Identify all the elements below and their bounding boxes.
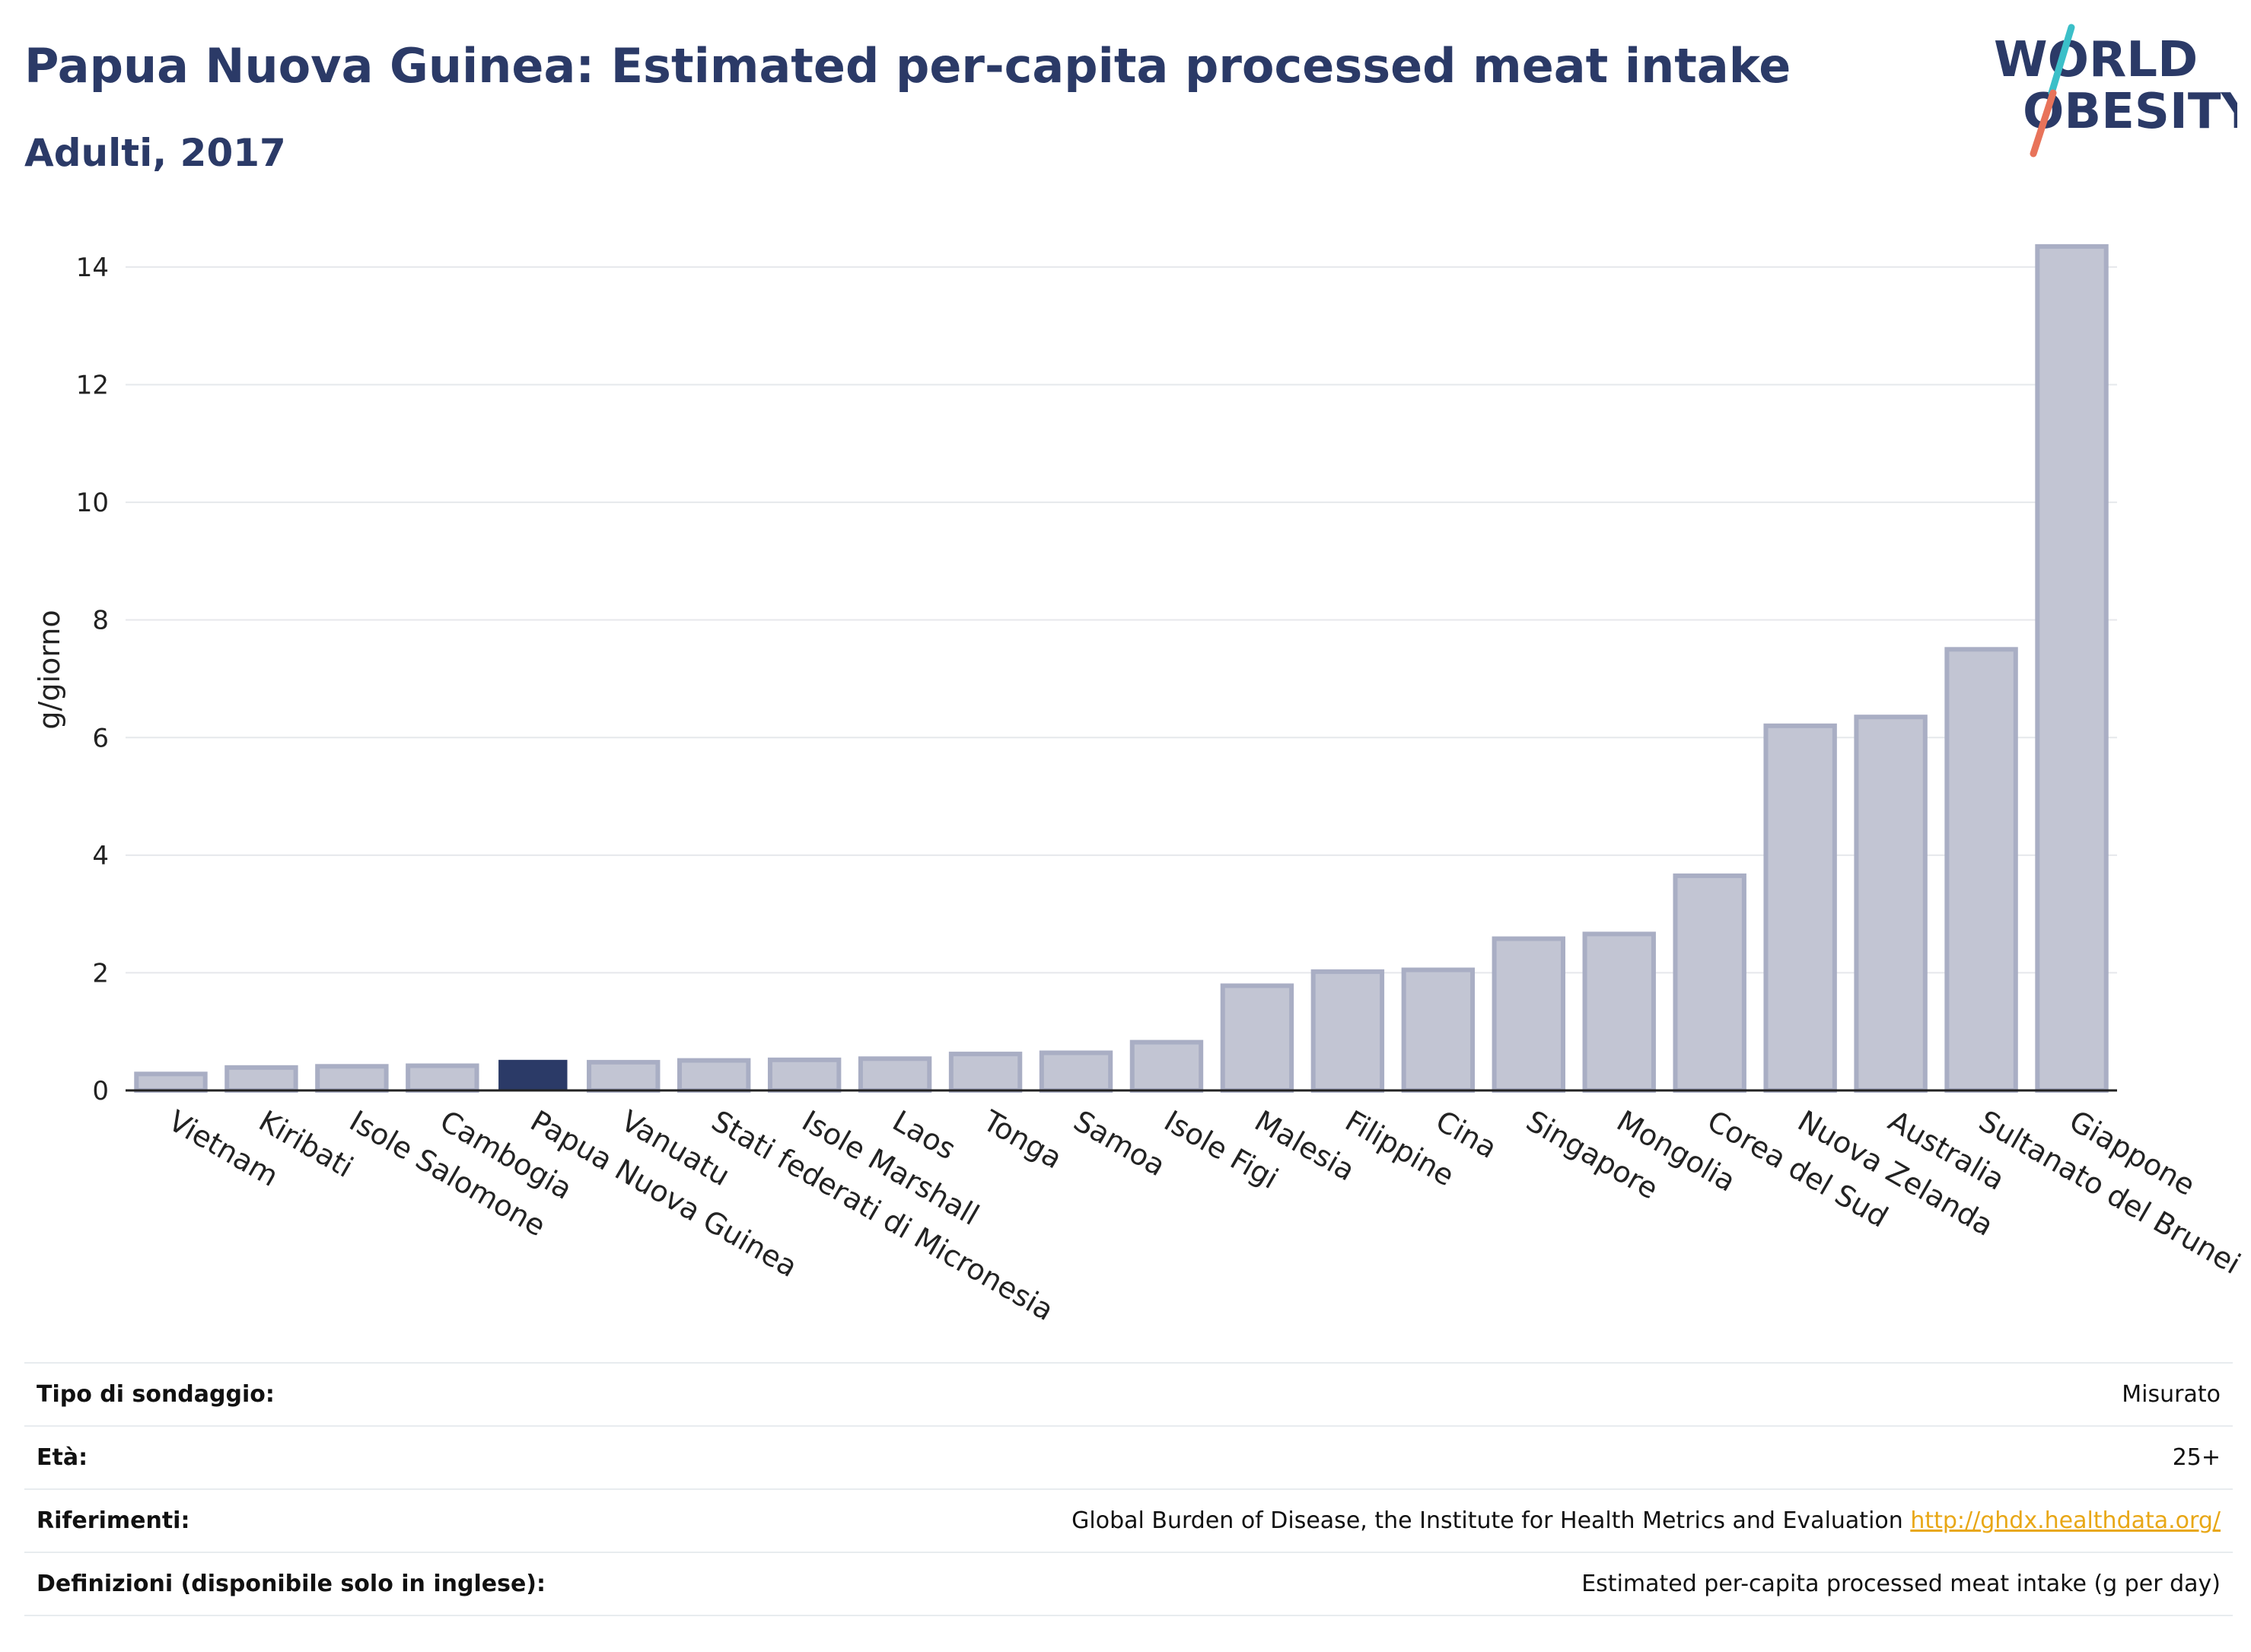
y-tick-labels: 0 2 4 6 8 10 12 14 [76,253,109,1106]
info-table: Tipo di sondaggio: Misurato Età: 25+ Rif… [24,1362,2233,1616]
bar[interactable] [1401,967,1476,1093]
info-row-age: Età: 25+ [24,1426,2233,1489]
info-value: Estimated per-capita processed meat inta… [1581,1571,2221,1597]
bar[interactable] [1039,1050,1113,1093]
bar[interactable] [1854,715,1928,1093]
y-tick-label: 0 [92,1076,109,1106]
page-subtitle: Adulti, 2017 [24,131,286,175]
reference-text: Global Burden of Disease, the Institute … [1071,1507,1911,1534]
info-value: Misurato [2122,1381,2221,1408]
x-tick-label: Tonga [977,1103,1068,1175]
bar-highlight[interactable] [498,1059,568,1090]
bar[interactable] [587,1059,661,1093]
info-row-references: Riferimenti: Global Burden of Disease, t… [24,1489,2233,1552]
y-tick-label: 2 [92,958,109,988]
reference-link[interactable]: http://ghdx.healthdata.org/ [1910,1507,2221,1534]
bar[interactable] [224,1065,298,1093]
y-tick-label: 10 [76,488,109,518]
info-label: Età: [37,1444,88,1471]
y-tick-label: 4 [92,841,109,871]
bar[interactable] [315,1064,389,1093]
bar[interactable] [1220,983,1294,1093]
bar[interactable] [1673,873,1746,1093]
y-tick-label: 8 [92,606,109,636]
x-tick-label: Samoa [1068,1104,1171,1183]
bar[interactable] [858,1056,932,1093]
world-obesity-logo[interactable]: WORLD OBESITY [1979,23,2237,160]
logo-slash-bottom [2030,89,2057,158]
info-label: Tipo di sondaggio: [37,1381,275,1408]
bar[interactable] [948,1052,1023,1093]
y-tick-label: 12 [76,371,109,401]
logo-text-world: WORLD [1994,32,2198,88]
info-label: Riferimenti: [37,1507,190,1534]
bar[interactable] [2035,244,2109,1093]
bar[interactable] [1582,931,1656,1093]
logo-slash-top [2048,24,2075,97]
info-value-references: Global Burden of Disease, the Institute … [709,1489,2233,1552]
bar[interactable] [677,1058,751,1093]
bar[interactable] [1763,723,1837,1093]
bars [134,244,2109,1093]
logo-text-obesity: OBESITY [2023,84,2237,140]
bar[interactable] [406,1063,479,1093]
info-label: Definizioni (disponibile solo in inglese… [37,1571,546,1597]
bar[interactable] [1129,1039,1204,1093]
info-value: 25+ [2172,1444,2221,1471]
info-row-survey-type: Tipo di sondaggio: Misurato [24,1363,2233,1426]
bar[interactable] [767,1057,842,1093]
info-row-definitions: Definizioni (disponibile solo in inglese… [24,1552,2233,1615]
y-tick-label: 14 [76,253,109,283]
bar[interactable] [1492,936,1565,1093]
page-title: Papua Nuova Guinea: Estimated per-capita… [24,38,1791,94]
bar[interactable] [1310,969,1385,1093]
y-axis-title: g/giorno [33,610,66,729]
bar[interactable] [134,1071,208,1093]
y-tick-label: 6 [92,723,109,753]
bar[interactable] [1944,647,2018,1093]
